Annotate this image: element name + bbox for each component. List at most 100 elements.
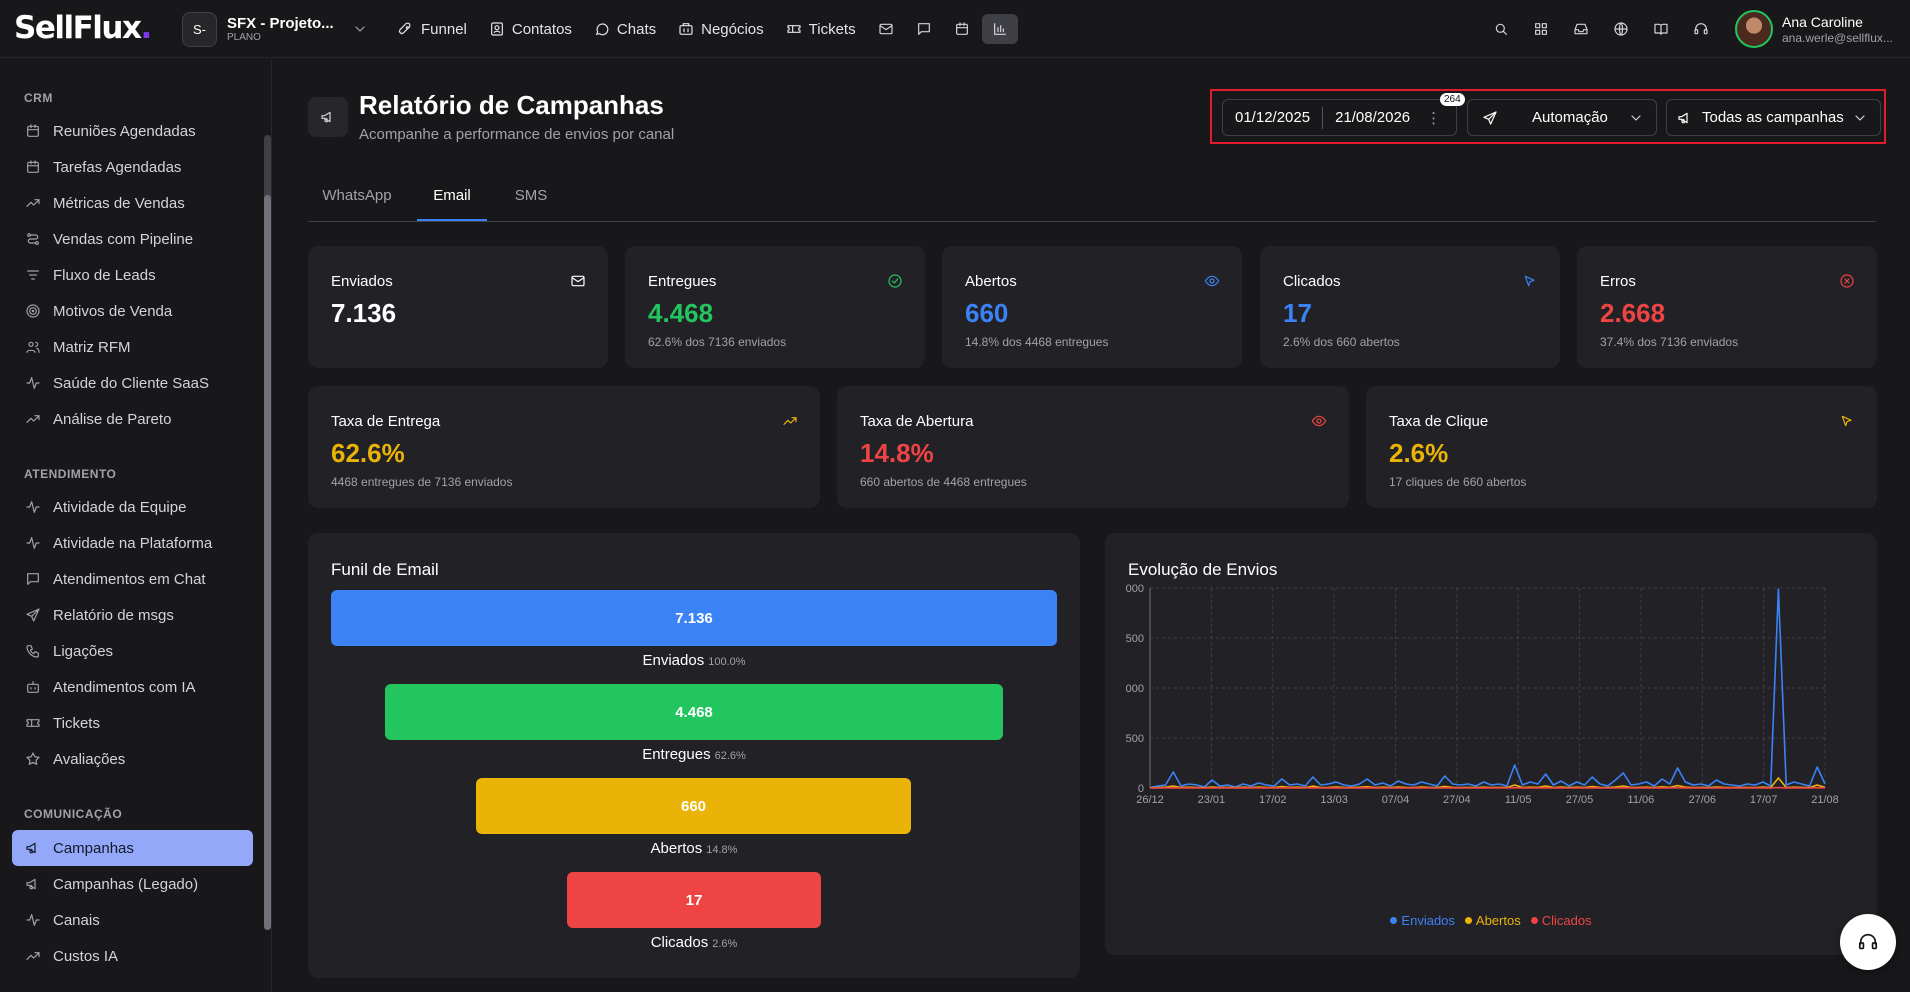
funnel-bar-enviados: 7.136 [331,590,1057,646]
sidebar-item-vendas-pipeline[interactable]: Vendas com Pipeline [12,221,253,257]
section-atendimento: ATENDIMENTO [24,467,117,481]
rate-label: Taxa de Abertura [860,413,974,430]
nav-reports[interactable] [981,14,1018,44]
nav-tickets[interactable]: Tickets [776,14,866,44]
grid-icon [1535,23,1547,35]
stat-card-erros: Erros 2.668 37.4% dos 7136 enviados [1577,246,1877,368]
sidebar-item-metricas[interactable]: Métricas de Vendas [12,185,253,221]
stat-card-entregues: Entregues 4.468 62.6% dos 7136 enviados [625,246,925,368]
building-icon [679,23,693,35]
rate-card-clique: Taxa de Clique 2.6% 17 cliques de 660 ab… [1366,386,1877,508]
stat-value: 660 [965,298,1009,328]
sidebar-item-reunioes[interactable]: Reuniões Agendadas [12,113,253,149]
sidebar-item-tarefas[interactable]: Tarefas Agendadas [12,149,253,185]
legend-abertos[interactable]: Abertos [1464,913,1521,928]
stat-label: Entregues [648,273,717,290]
nav-messages[interactable] [906,14,942,44]
y-tick-label: 000 [1126,683,1144,695]
sidebar-item-relatorio-msgs[interactable]: Relatório de msgs [12,597,253,633]
automation-value: Automação [1532,109,1608,126]
nav-chats[interactable]: Chats [584,14,666,44]
funnel-panel: Funil de Email 7.136 Enviados 100.0% 4.46… [308,533,1080,978]
search-button[interactable] [1481,9,1521,49]
nav-email[interactable] [868,14,904,44]
user-menu[interactable]: Ana Caroline ana.werle@sellflux... [1735,10,1910,48]
sidebar-item-atividade-plataforma[interactable]: Atividade na Plataforma [12,525,253,561]
nav-contatos[interactable]: Contatos [479,14,582,44]
stat-card-clicados: Clicados 17 2.6% dos 660 abertos [1260,246,1560,368]
send-icon [1483,110,1497,125]
chat-bubble-icon [595,23,609,36]
sidebar-item-ligacoes[interactable]: Ligações [12,633,253,669]
y-tick-label: 500 [1126,633,1144,645]
stat-desc: 2.6% dos 660 abertos [1283,335,1400,349]
globe-icon [1614,22,1628,36]
rate-label: Taxa de Entrega [331,413,441,430]
help-chat-button[interactable] [1840,914,1896,970]
sidebar-item-avaliacoes[interactable]: Avaliações [12,741,253,777]
apps-button[interactable] [1521,9,1561,49]
tab-whatsapp[interactable]: WhatsApp [322,187,392,204]
sidebar-item-custos-ia[interactable]: Custos IA [12,938,253,974]
sidebar-item-matriz-rfm[interactable]: Matriz RFM [12,329,253,365]
legend-clicados[interactable]: Clicados [1530,913,1592,928]
sidebar-item-canais[interactable]: Canais [12,902,253,938]
megaphone-icon [26,878,36,890]
section-crm: CRM [24,91,53,105]
project-plan: PLANO [227,31,261,43]
sidebar-item-pareto[interactable]: Análise de Pareto [12,401,253,437]
chevron-down-icon [1855,114,1865,121]
language-button[interactable] [1601,9,1641,49]
nav-funnel[interactable]: Funnel [388,14,477,44]
sellflux-logo[interactable]: SellFlux. [14,10,152,46]
rate-value: 14.8% [860,438,934,468]
headset-icon [1694,23,1708,35]
users-icon [26,341,40,353]
more-vertical-icon: ⋮ [1426,109,1442,127]
x-tick-label: 27/04 [1443,794,1471,806]
sidebar-item-campanhas-legado[interactable]: Campanhas (Legado) [12,866,253,902]
funnel-label-enviados: Enviados 100.0% [642,652,746,669]
date-end: 21/08/2026 [1335,109,1411,126]
tab-sms[interactable]: SMS [514,187,548,204]
page-subtitle: Acompanhe a performance de envios por ca… [359,126,675,143]
sidebar-item-fluxo-leads[interactable]: Fluxo de Leads [12,257,253,293]
mail-icon [879,23,893,35]
message-square-icon [917,23,930,35]
date-range-picker[interactable]: 01/12/2025 21/08/2026 ⋮ 264 [1222,93,1465,136]
tab-email[interactable]: Email [417,187,487,221]
nav-negocios[interactable]: Negócios [668,14,774,44]
bar-chart-icon [993,23,1006,35]
user-email: ana.werle@sellflux... [1782,30,1893,45]
rate-value: 2.6% [1389,438,1449,468]
docs-button[interactable] [1641,9,1681,49]
stat-value: 17 [1283,298,1312,328]
sidebar-scrollbar-thumb[interactable] [264,195,271,930]
phone-icon [26,645,39,658]
support-button[interactable] [1681,9,1721,49]
funnel-bar-entregues: 4.468 [385,684,1003,740]
sidebar-item-saude-cliente[interactable]: Saúde do Cliente SaaS [12,365,253,401]
sidebar: CRM Reuniões Agendadas Tarefas Agendadas… [0,59,272,992]
section-comunicacao: COMUNICAÇÃO [24,807,123,821]
legend-enviados[interactable]: Enviados [1390,913,1455,928]
cursor-click-icon [1841,415,1852,427]
rate-desc: 17 cliques de 660 abertos [1389,475,1527,489]
automation-select[interactable]: Automação [1467,99,1657,136]
sidebar-item-atividade-equipe[interactable]: Atividade da Equipe [12,489,253,525]
sidebar-item-tickets[interactable]: Tickets [12,705,253,741]
y-tick-label: 0 [1138,783,1144,795]
sidebar-item-motivos[interactable]: Motivos de Venda [12,293,253,329]
x-tick-label: 26/12 [1136,794,1164,806]
nav-calendar[interactable] [944,14,980,44]
filters-highlight: 01/12/2025 21/08/2026 ⋮ 264 Automação To… [1210,89,1886,144]
campaigns-select[interactable]: Todas as campanhas [1666,99,1881,136]
sidebar-item-campanhas[interactable]: Campanhas [12,830,253,866]
project-selector[interactable]: S- SFX - Projeto... PLANO [182,11,368,47]
book-open-icon [1654,23,1668,35]
sidebar-item-atendimentos-chat[interactable]: Atendimentos em Chat [12,561,253,597]
megaphone-icon [321,111,331,123]
sidebar-item-atendimentos-ia[interactable]: Atendimentos com IA [12,669,253,705]
inbox-button[interactable] [1561,9,1601,49]
eye-icon [1311,415,1327,427]
